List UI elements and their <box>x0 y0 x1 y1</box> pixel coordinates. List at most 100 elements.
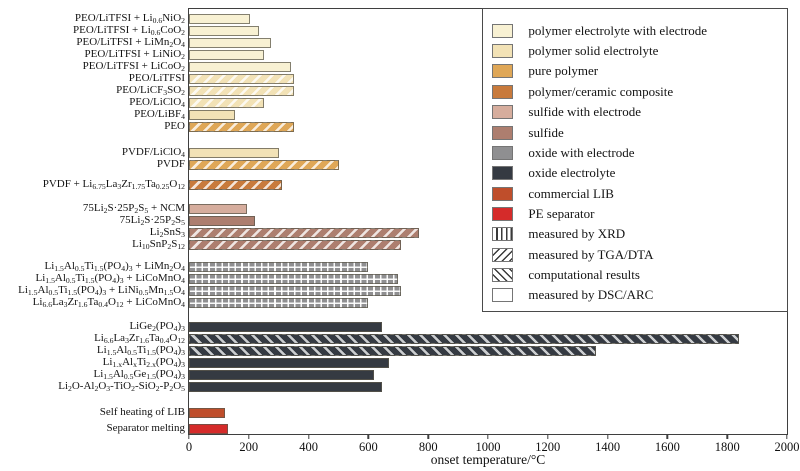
legend-swatch <box>492 23 514 38</box>
legend-item-label: sulfide <box>528 124 564 140</box>
legend-item: oxide with electrode <box>483 143 787 163</box>
legend-swatch <box>492 105 514 120</box>
x-axis-title: onset temperature/°C <box>430 452 546 467</box>
chart-bar <box>189 240 402 250</box>
legend-item: PE separator <box>483 204 787 224</box>
row-label: 75Li2S·25P2S5 <box>119 214 185 227</box>
legend-swatch <box>492 247 514 262</box>
legend-item: sulfide <box>483 122 787 142</box>
legend-swatch <box>492 44 514 59</box>
x-tick-mark <box>487 434 489 439</box>
x-tick-mark <box>726 434 728 439</box>
legend-item-label: commercial LIB <box>528 185 614 201</box>
legend-item-label: pure polymer <box>528 63 599 79</box>
legend-swatch <box>492 206 514 221</box>
chart-bar <box>189 334 740 344</box>
row-label: Li1.5Al0.5Ti1.5(PO4)3 + LiMn2O4 <box>44 260 186 273</box>
row-label: Self heating of LIB <box>99 406 185 418</box>
chart-bar <box>189 26 260 36</box>
chart-bar <box>189 50 264 60</box>
row-label: Separator melting <box>106 422 185 434</box>
legend-item: measured by DSC/ARC <box>483 285 787 305</box>
legend-item-label: sulfide with electrode <box>528 104 642 120</box>
legend-swatch <box>492 64 514 79</box>
row-label: Li10SnP2S12 <box>132 238 185 251</box>
legend-item-label: PE separator <box>528 205 595 221</box>
chart-bar <box>189 286 402 296</box>
x-tick-label: 400 <box>299 440 318 454</box>
legend-swatch <box>492 84 514 99</box>
legend-swatch <box>492 288 514 303</box>
row-label: Li1.5Al0.5Ti1.5(PO4)3 + LiCoMnO4 <box>35 272 185 285</box>
legend-item: measured by XRD <box>483 224 787 244</box>
row-label: Li6.6La3Zr1.6Ta0.4O12 + LiCoMnO4 <box>32 296 185 309</box>
legend-item-label: measured by TGA/DTA <box>528 246 654 262</box>
chart-bar <box>189 298 369 308</box>
legend-item-label: polymer solid electrolyte <box>528 43 659 59</box>
chart-bar <box>189 382 382 392</box>
row-label: Li1.5Al0.5Ti1.5(PO4)3 + LiNi0.5Mn1.5O4 <box>18 284 185 297</box>
chart-bar <box>189 74 294 84</box>
x-tick-mark <box>367 434 370 439</box>
chart-bar <box>189 216 255 226</box>
x-tick-label: 2000 <box>774 440 800 454</box>
chart-bar <box>189 204 248 214</box>
legend-item-label: polymer electrolyte with electrode <box>528 22 708 38</box>
row-label: PEO/LiClO4 <box>129 96 185 109</box>
legend-item-label: measured by XRD <box>528 226 626 242</box>
x-tick-mark <box>307 434 310 439</box>
legend-item: sulfide with electrode <box>483 102 787 122</box>
plot-area: polymer electrolyte with electrode polyme… <box>186 7 800 454</box>
row-label: PEO/LiTFSI + Li0.6NiO2 <box>74 12 185 25</box>
chart-bar <box>189 86 294 96</box>
legend-item: pure polymer <box>483 61 787 81</box>
chart-bar <box>189 38 272 48</box>
legend-item: commercial LIB <box>483 183 787 203</box>
x-tick-mark <box>188 434 190 439</box>
row-label: PEO/LiTFSI + Li0.6CoO2 <box>73 24 185 37</box>
legend-swatch <box>492 186 514 201</box>
legend-box: polymer electrolyte with electrode polyme… <box>482 7 789 312</box>
chart-bar <box>189 274 399 284</box>
legend-item-label: polymer/ceramic composite <box>528 83 674 99</box>
legend-item-label: oxide with electrode <box>528 144 635 160</box>
row-label: Li2SnS3 <box>149 226 185 239</box>
row-label: Li1.5Al0.5Ge1.5(PO4)3 <box>93 368 185 381</box>
chart-bar <box>189 122 294 132</box>
chart-bar <box>189 408 225 418</box>
x-tick-label: 800 <box>418 440 438 454</box>
x-tick-label: 1800 <box>714 440 740 454</box>
row-label: PEO <box>164 120 185 132</box>
row-label: 75Li2S·25P2S5 + NCM <box>82 202 185 215</box>
chart-bar <box>189 160 339 170</box>
row-label: PEO/LiTFSI + LiMn2O4 <box>76 36 185 49</box>
row-label: Li1.5Al0.5Ti1.5(PO4)3 <box>96 344 185 357</box>
chart-bar <box>189 322 382 332</box>
chart-bar <box>189 98 264 108</box>
x-tick-label: 200 <box>239 440 259 454</box>
row-label: Li1.xAlxTi2.x(PO4)3 <box>102 356 185 369</box>
x-tick-mark <box>427 434 429 439</box>
row-label: PEO/LiTFSI + LiCoO2 <box>82 60 185 73</box>
row-label: PVDF + Li6.75La3Zr1.75Ta0.25O12 <box>42 178 185 191</box>
legend-item: measured by TGA/DTA <box>483 244 787 264</box>
x-tick-mark <box>547 434 549 439</box>
legend-item: polymer electrolyte with electrode <box>483 21 787 41</box>
row-label: PEO/LiTFSI + LiNiO2 <box>84 48 186 61</box>
legend-item-label: oxide electrolyte <box>528 165 616 181</box>
chart-bar <box>189 228 420 238</box>
legend-item: computational results <box>483 265 787 285</box>
legend-swatch <box>492 125 514 140</box>
row-label: LiGe2(PO4)3 <box>129 320 185 333</box>
x-tick-mark <box>248 434 250 439</box>
chart-bar <box>189 14 251 24</box>
legend-item: oxide electrolyte <box>483 163 787 183</box>
legend-item-label: measured by DSC/ARC <box>528 287 654 303</box>
chart-bar <box>189 262 369 272</box>
legend-swatch <box>492 267 514 282</box>
chart-bar <box>189 110 236 120</box>
chart-bar <box>189 148 279 158</box>
x-tick-label: 1400 <box>595 440 621 454</box>
row-label: PEO/LiBF4 <box>134 108 185 121</box>
